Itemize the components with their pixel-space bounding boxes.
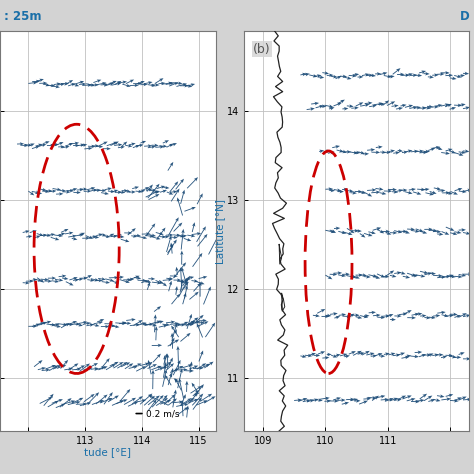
X-axis label: tude [°E]: tude [°E] (84, 447, 131, 457)
Text: (b): (b) (253, 43, 271, 56)
Y-axis label: Latitute [°N]: Latitute [°N] (216, 199, 226, 264)
Text: : 25m: : 25m (4, 10, 42, 23)
Text: 0.2 m/s: 0.2 m/s (146, 409, 179, 418)
Text: D: D (459, 10, 469, 23)
